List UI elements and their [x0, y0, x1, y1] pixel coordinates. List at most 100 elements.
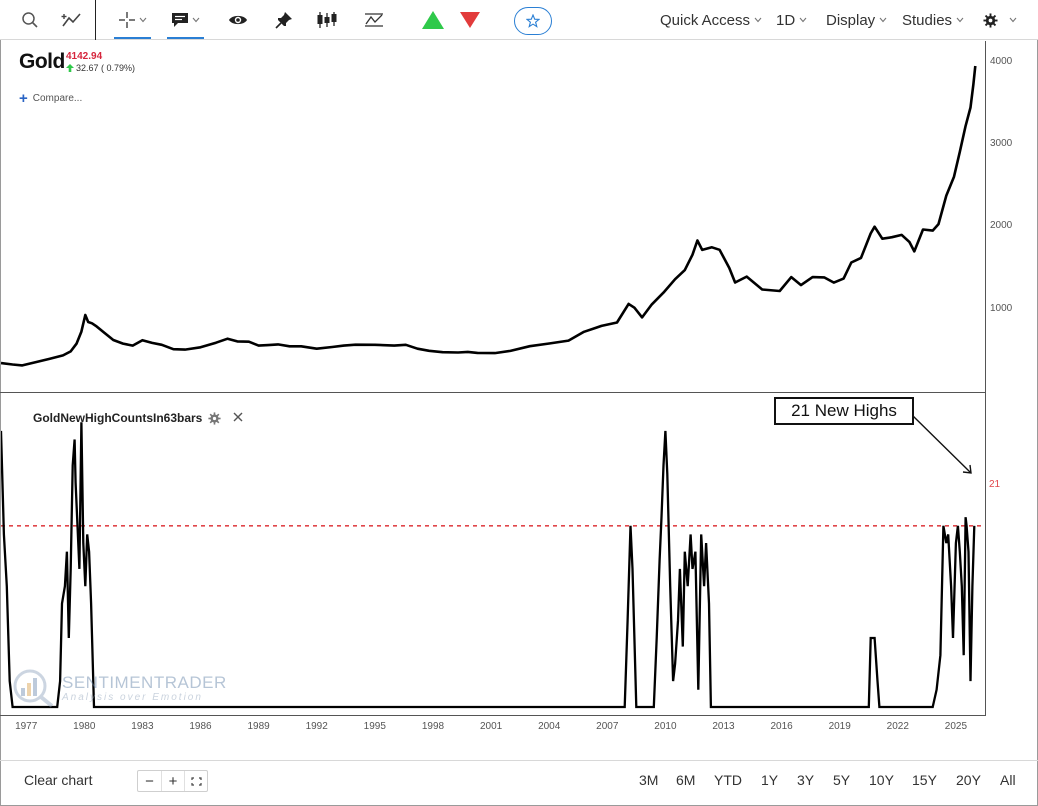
crosshair-button[interactable] — [114, 0, 151, 40]
price-change-value: 32.67 ( 0.79%) — [76, 63, 136, 73]
compare-mode-button[interactable] — [359, 0, 389, 40]
chart-style-button[interactable] — [312, 0, 342, 40]
display-label: Display — [826, 11, 876, 29]
interval-menu[interactable]: 1D — [776, 0, 807, 40]
toolbar: Quick Access 1D Display Studies — [0, 0, 1038, 40]
range-1y-button[interactable]: 1Y — [761, 772, 779, 788]
triangle-up-icon — [422, 11, 444, 29]
indicator-settings-button[interactable] — [208, 411, 221, 425]
date-axis-tick: 2007 — [596, 721, 619, 732]
annotation-arrow — [911, 414, 972, 474]
range-15y-button[interactable]: 15Y — [912, 772, 937, 788]
buy-button[interactable] — [419, 0, 447, 40]
toolbar-divider — [95, 0, 96, 40]
price-change: 32.67 ( 0.79%) — [66, 63, 135, 73]
price-axis-tick: 4000 — [990, 56, 1013, 67]
range-all-button[interactable]: All — [1000, 772, 1016, 788]
indicator-close-button[interactable] — [233, 412, 243, 424]
price-axis-tick: 3000 — [990, 138, 1013, 149]
zoom-out-button[interactable]: − — [145, 772, 154, 790]
chevron-down-icon — [1009, 17, 1017, 23]
studies-menu[interactable]: Studies — [902, 0, 964, 40]
indicator-series-line — [1, 422, 976, 709]
date-axis-tick: 1998 — [421, 721, 445, 732]
sentimentrader-logo-icon — [13, 669, 54, 708]
range-6m-button[interactable]: 6M — [676, 772, 696, 788]
range-10y-button[interactable]: 10Y — [869, 772, 894, 788]
display-menu[interactable]: Display — [826, 0, 887, 40]
price-series-line — [1, 65, 977, 367]
clear-chart-button[interactable]: Clear chart — [24, 772, 93, 788]
plus-icon: + — [19, 89, 28, 107]
date-axis-line — [0, 715, 986, 716]
quick-access-label: Quick Access — [660, 11, 751, 29]
pane-separator[interactable] — [0, 392, 986, 393]
search-button[interactable] — [14, 0, 46, 40]
price-axis-tick: 2000 — [990, 220, 1013, 231]
watermark-text: SENTIMENTRADER Analysis over Emotion — [62, 673, 227, 703]
range-3m-button[interactable]: 3M — [639, 772, 659, 788]
date-axis-tick: 1977 — [15, 721, 38, 732]
zigzag-lines-icon — [365, 13, 383, 27]
drawing-tools-button[interactable] — [56, 0, 88, 40]
date-axis-tick: 1992 — [305, 721, 328, 732]
visibility-button[interactable] — [224, 0, 252, 40]
annotation-arrowhead — [962, 464, 972, 474]
range-ytd-button[interactable]: YTD — [714, 772, 742, 788]
date-axis-tick: 2016 — [770, 721, 793, 732]
date-axis-tick: 1989 — [247, 721, 270, 732]
interval-label: 1D — [776, 11, 796, 29]
annotation-callout[interactable]: 21 New Highs — [774, 397, 914, 425]
fit-screen-icon — [190, 776, 202, 786]
trend-line-icon — [61, 13, 81, 27]
gear-icon — [983, 12, 998, 28]
range-20y-button[interactable]: 20Y — [956, 772, 981, 788]
close-icon — [233, 412, 243, 422]
range-3y-button[interactable]: 3Y — [797, 772, 815, 788]
zoom-in-button[interactable]: + — [161, 771, 184, 791]
chevron-down-icon — [754, 17, 762, 23]
bottom-bar: Clear chart − + 3M 6M YTD 1Y 3Y 5Y 10Y 1… — [0, 760, 1038, 800]
symbol-label: Gold — [19, 50, 65, 73]
date-axis-tick: 1983 — [131, 721, 154, 732]
price-chart[interactable] — [1, 41, 985, 392]
date-axis-tick: 2019 — [828, 721, 851, 732]
chevron-down-icon — [192, 17, 200, 23]
zoom-controls: − + — [137, 770, 208, 792]
favorite-button[interactable] — [514, 7, 552, 35]
compare-link[interactable]: + Compare... — [19, 89, 83, 107]
triangle-down-icon — [460, 12, 480, 28]
chevron-down-icon — [879, 17, 887, 23]
comment-icon — [172, 13, 188, 27]
annotation-button[interactable] — [167, 0, 204, 40]
date-axis-tick: 1995 — [363, 721, 386, 732]
date-axis-tick: 2025 — [944, 721, 968, 732]
reference-line-label: 21 — [989, 479, 1001, 490]
eye-icon — [229, 15, 247, 25]
settings-menu[interactable] — [983, 0, 1017, 40]
date-axis-tick: 1980 — [73, 721, 96, 732]
studies-label: Studies — [902, 11, 953, 29]
price-axis-tick: 1000 — [990, 303, 1013, 314]
crosshair-icon — [119, 12, 135, 28]
last-price: 4142.94 — [66, 51, 103, 62]
watermark-brand: SENTIMENTRADER — [62, 673, 227, 692]
pin-button[interactable] — [270, 0, 298, 40]
indicator-chart[interactable] — [1, 393, 985, 715]
sentimentrader-watermark: SENTIMENTRADER Analysis over Emotion — [12, 668, 227, 708]
quick-access-menu[interactable]: Quick Access — [660, 0, 762, 40]
chevron-down-icon — [139, 17, 147, 23]
fit-screen-button[interactable] — [184, 771, 207, 791]
candlestick-icon — [317, 12, 337, 28]
date-axis-tick: 2010 — [654, 721, 677, 732]
indicator-legend: GoldNewHighCountsIn63bars — [33, 411, 243, 425]
date-axis-tick: 1986 — [189, 721, 212, 732]
star-icon — [526, 14, 540, 28]
sell-button[interactable] — [456, 0, 484, 40]
compare-label: Compare... — [32, 93, 83, 104]
indicator-name: GoldNewHighCountsIn63bars — [33, 411, 203, 425]
arrow-up-icon — [66, 64, 74, 72]
chevron-down-icon — [799, 17, 807, 23]
pin-icon — [275, 12, 292, 29]
range-5y-button[interactable]: 5Y — [833, 772, 851, 788]
